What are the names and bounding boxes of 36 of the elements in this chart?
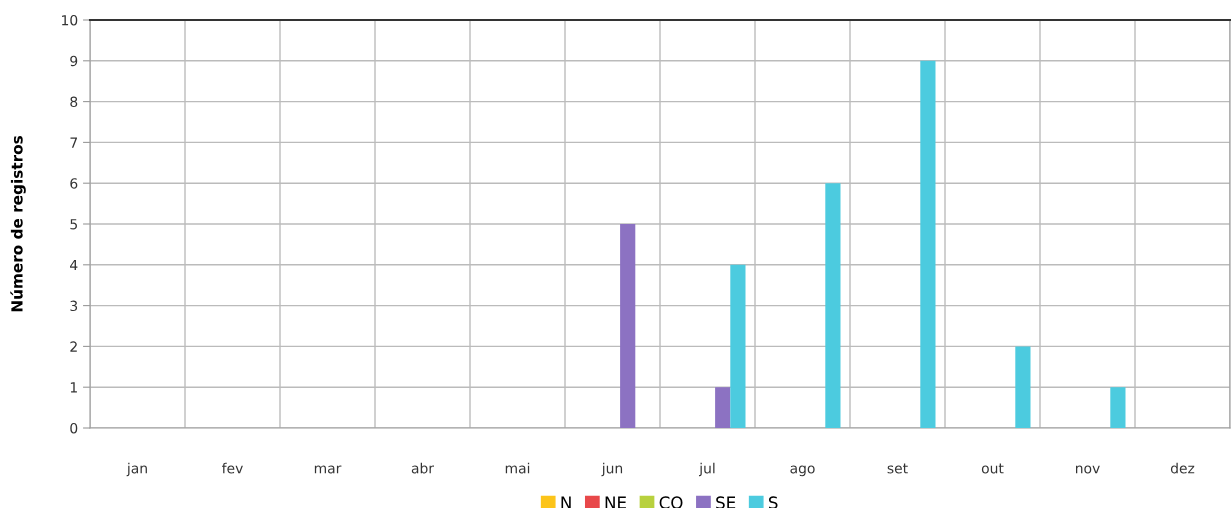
y-tick-label: 3 <box>70 300 78 312</box>
y-tick-label: 10 <box>62 14 78 26</box>
y-tick-label: 4 <box>70 259 78 271</box>
y-tick-label: 0 <box>70 422 78 434</box>
x-tick-label: fev <box>221 462 243 474</box>
x-tick-label: set <box>887 463 908 474</box>
legend-label: NE <box>605 496 626 508</box>
x-tick-label: mai <box>505 462 530 474</box>
y-axis-title: Número de registros <box>10 135 26 312</box>
y-tick-label: 6 <box>70 178 78 189</box>
bar <box>825 183 841 428</box>
bar <box>1110 387 1126 428</box>
legend-label: SE <box>716 496 736 508</box>
y-tick-label: 8 <box>70 96 78 108</box>
x-tick-label: jan <box>126 462 147 477</box>
x-tick-label: jun <box>601 462 623 477</box>
y-tick-label: 7 <box>70 137 78 148</box>
y-tick-label: 1 <box>70 382 77 393</box>
x-tick-label: ago <box>790 465 815 477</box>
x-tick-label: jul <box>698 462 715 477</box>
y-tick-label: 9 <box>70 55 78 67</box>
bar <box>730 264 746 428</box>
legend-label: S <box>768 496 778 508</box>
bar <box>920 60 936 428</box>
x-tick-label: dez <box>1170 462 1195 474</box>
legend-label: N <box>561 496 571 508</box>
x-tick-label: mar <box>314 465 342 474</box>
bar <box>1015 346 1031 428</box>
x-tick-label: out <box>981 463 1004 474</box>
bar <box>620 224 636 428</box>
x-tick-label: abr <box>411 462 435 474</box>
bar <box>715 387 731 428</box>
y-tick-label: 5 <box>70 219 77 230</box>
y-tick-label: 2 <box>70 341 77 352</box>
legend-label: CO <box>659 496 683 508</box>
x-tick-label: nov <box>1076 465 1100 474</box>
